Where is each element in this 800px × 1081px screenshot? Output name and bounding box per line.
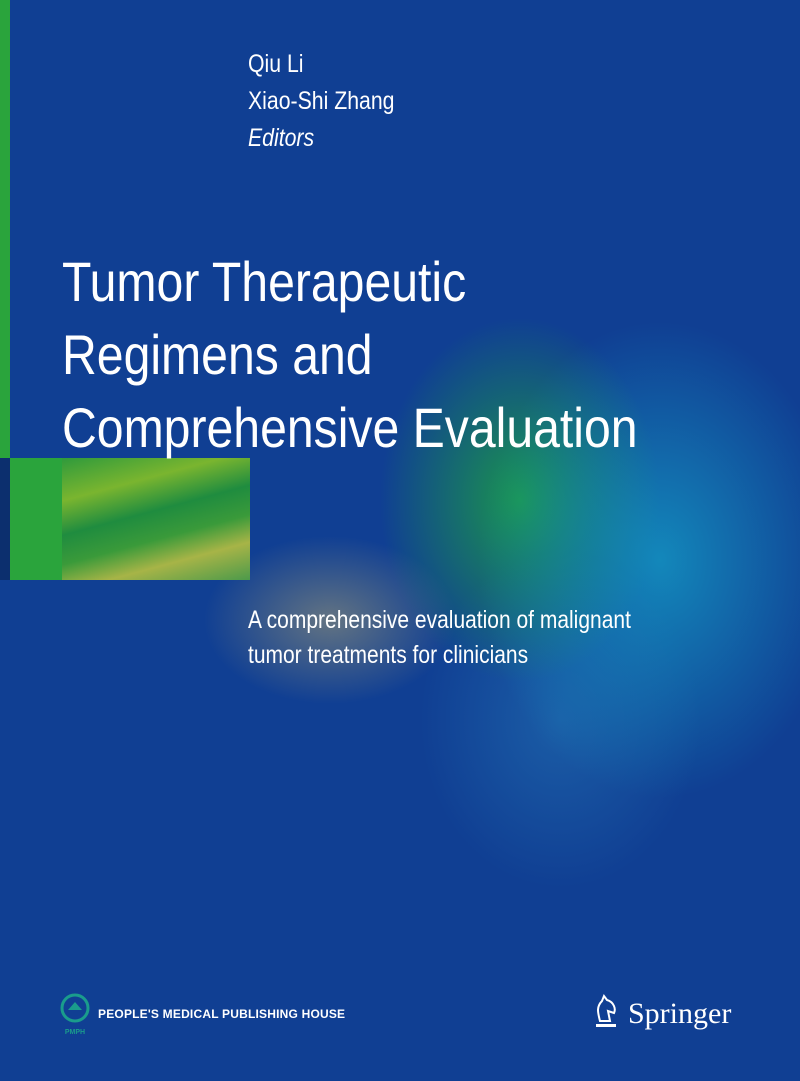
green-block: [10, 458, 62, 580]
subtitle-line: A comprehensive evaluation of malignant: [248, 606, 631, 634]
svg-text:PMPH: PMPH: [65, 1029, 85, 1036]
title-line: Regimens and: [62, 323, 373, 386]
book-title: Tumor Therapeutic Regimens and Comprehen…: [62, 245, 638, 464]
subtitle-line: tumor treatments for clinicians: [248, 641, 529, 669]
cover-art-square: [62, 458, 250, 580]
springer-name: Springer: [628, 996, 732, 1030]
pmph-publisher: PMPH PEOPLE'S MEDICAL PUBLISHING HOUSE: [60, 992, 345, 1036]
author-name: Qiu Li: [248, 50, 304, 78]
springer-horse-icon: [592, 993, 620, 1034]
editors-block: Qiu Li Xiao-Shi Zhang Editors: [248, 46, 394, 157]
editors-label: Editors: [248, 124, 315, 152]
green-band: [0, 458, 250, 580]
title-line: Tumor Therapeutic: [62, 250, 467, 313]
pmph-logo-icon: PMPH: [60, 992, 90, 1036]
pmph-name: PEOPLE'S MEDICAL PUBLISHING HOUSE: [98, 1007, 346, 1021]
springer-publisher: Springer: [592, 993, 731, 1034]
title-line: Comprehensive Evaluation: [62, 396, 638, 459]
book-subtitle: A comprehensive evaluation of malignant …: [248, 603, 631, 673]
author-name: Xiao-Shi Zhang: [248, 87, 395, 115]
green-side-stripe: [0, 0, 10, 458]
